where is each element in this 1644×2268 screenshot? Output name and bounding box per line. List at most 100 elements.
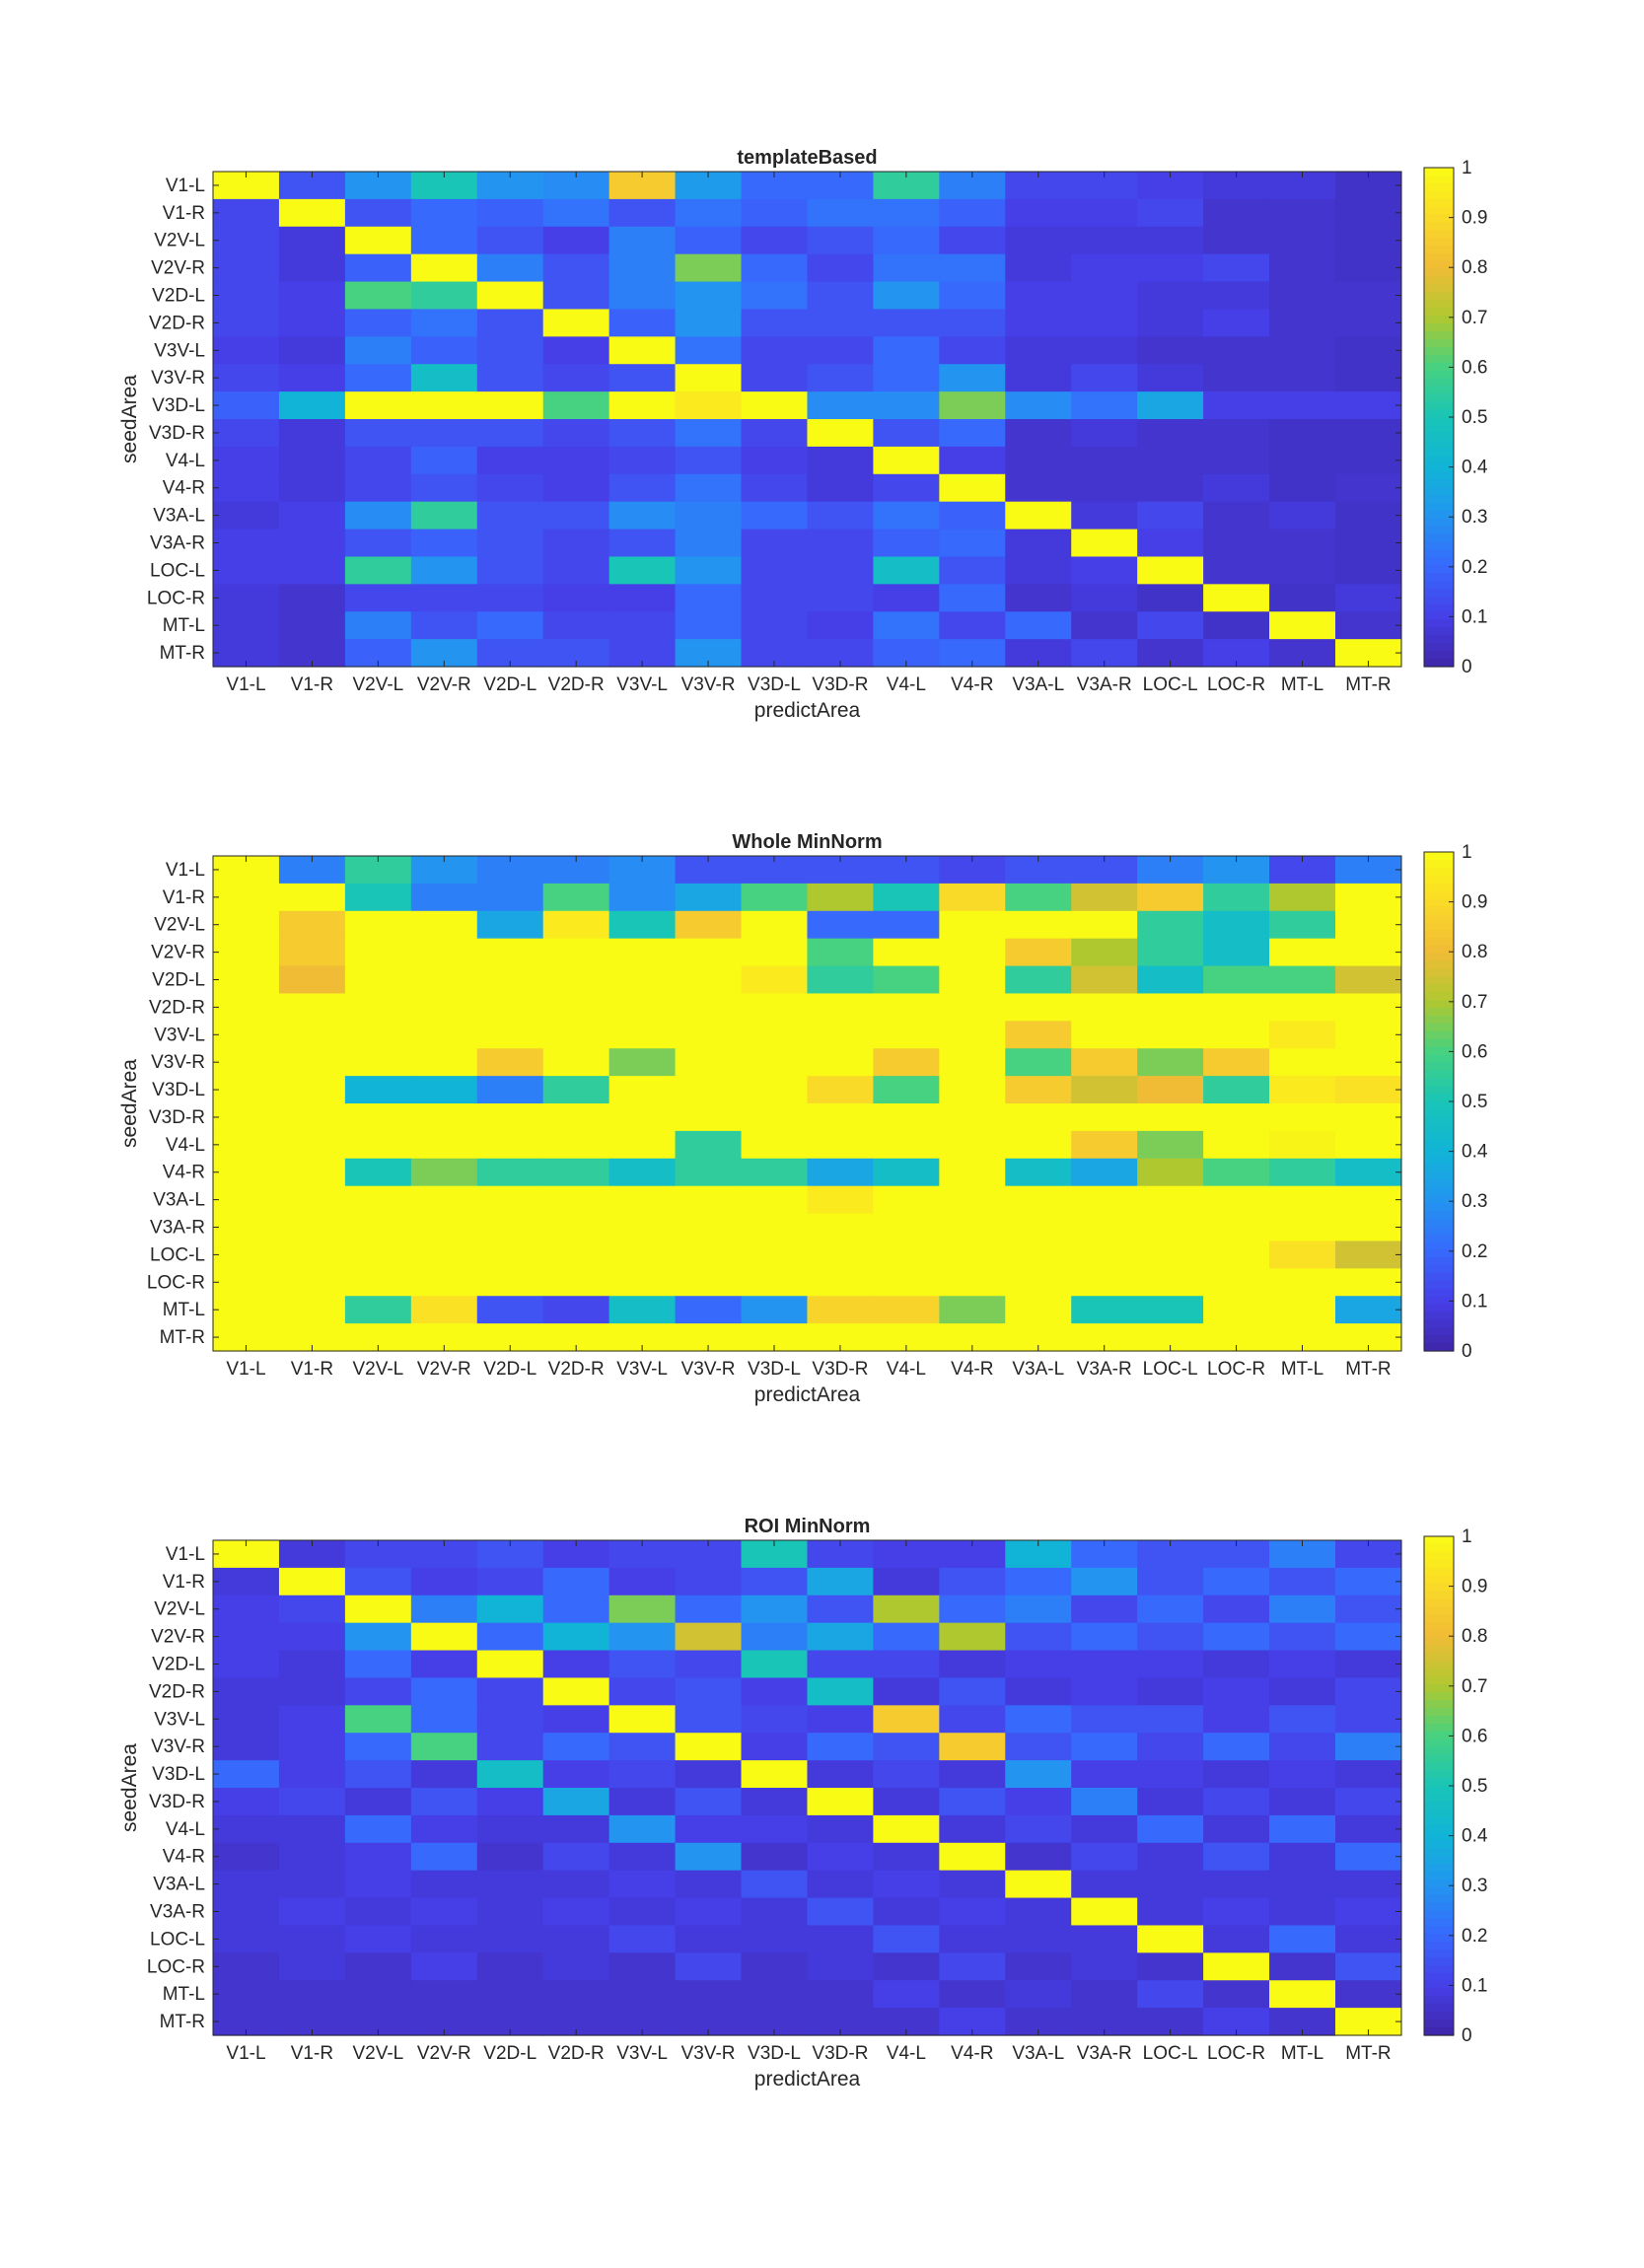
- heatmap-cell: [476, 1048, 544, 1077]
- heatmap-cell: [1005, 1021, 1072, 1049]
- x-tick-label: LOC-L: [1143, 674, 1198, 695]
- heatmap-cell: [542, 1185, 610, 1215]
- colorbar-segment: [1424, 502, 1454, 512]
- colorbar-segment: [1424, 1559, 1454, 1569]
- heatmap-cell: [278, 1103, 346, 1132]
- heatmap-cell: [542, 1622, 610, 1652]
- heatmap-cell: [873, 1076, 940, 1104]
- heatmap-cell: [675, 281, 743, 311]
- heatmap-cell: [1005, 1622, 1072, 1652]
- heatmap-cell: [608, 1103, 677, 1132]
- heatmap-cell: [873, 1103, 940, 1132]
- colorbar-tick-label: 0.3: [1462, 1876, 1487, 1896]
- heatmap-cell: [873, 364, 940, 392]
- heatmap-cell: [1269, 1595, 1336, 1624]
- heatmap-cell: [542, 446, 610, 475]
- heatmap-cell: [873, 253, 940, 283]
- heatmap-cell: [542, 1650, 610, 1679]
- heatmap-cell: [1137, 910, 1204, 940]
- heatmap-cell: [1137, 1240, 1204, 1269]
- x-tick-label: MT-L: [1281, 2043, 1323, 2064]
- colorbar-segment: [1424, 487, 1454, 496]
- heatmap-cell: [278, 1650, 346, 1679]
- heatmap-cell: [1269, 1677, 1336, 1706]
- heatmap-cell: [476, 501, 544, 531]
- heatmap-cell: [476, 1677, 544, 1706]
- heatmap-cell: [741, 1595, 809, 1624]
- heatmap-cell: [1071, 1677, 1138, 1706]
- heatmap-cell: [410, 1048, 478, 1077]
- heatmap-cell: [1203, 611, 1270, 640]
- heatmap-cell: [344, 419, 412, 448]
- heatmap-cell: [476, 1076, 544, 1104]
- heatmap-cell: [410, 883, 478, 912]
- colorbar-segment: [1424, 1676, 1454, 1685]
- colorbar-segment: [1424, 573, 1454, 582]
- heatmap-cell: [542, 1925, 610, 1953]
- colorbar-segment: [1424, 2027, 1454, 2036]
- heatmap-cell: [1203, 584, 1270, 612]
- heatmap-cell: [278, 1268, 346, 1297]
- heatmap-cell: [1334, 1677, 1402, 1706]
- heatmap-cell: [542, 501, 610, 531]
- heatmap-cell: [1203, 1980, 1270, 2009]
- heatmap-cell: [1137, 1158, 1204, 1187]
- colorbar-segment: [1424, 1645, 1454, 1655]
- colorbar-segment: [1424, 549, 1454, 558]
- heatmap-cell: [939, 1268, 1006, 1297]
- heatmap-cell: [542, 1842, 610, 1872]
- colorbar-segment: [1424, 643, 1454, 652]
- heatmap-cell: [278, 965, 346, 995]
- x-tick-label: V3V-L: [616, 1359, 668, 1380]
- heatmap-cell: [675, 1021, 743, 1049]
- heatmap-cell: [542, 1705, 610, 1734]
- x-tick-label: V3V-R: [681, 674, 736, 695]
- heatmap-cell: [1137, 1677, 1204, 1706]
- heatmap-cell: [1071, 1870, 1138, 1899]
- heatmap-cell: [675, 556, 743, 585]
- heatmap-cell: [1203, 1788, 1270, 1816]
- colorbar-segment: [1424, 1964, 1454, 1974]
- heatmap-cell: [344, 1760, 412, 1789]
- heatmap-cell: [344, 910, 412, 940]
- heatmap-cell: [741, 1733, 809, 1761]
- heatmap-cell: [873, 1677, 940, 1706]
- heatmap-cell: [1137, 1076, 1204, 1104]
- y-axis-label: seedArea: [118, 1743, 141, 1832]
- heatmap-cell: [344, 1980, 412, 2009]
- colorbar-segment: [1424, 1801, 1454, 1810]
- y-tick-label: MT-R: [160, 2012, 205, 2032]
- colorbar-segment: [1424, 440, 1454, 450]
- heatmap-cell: [873, 501, 940, 531]
- heatmap-cell: [939, 1814, 1006, 1844]
- heatmap-cell: [344, 1677, 412, 1706]
- heatmap-cell: [410, 419, 478, 448]
- heatmap-cell: [1005, 1130, 1072, 1160]
- heatmap-cell: [278, 1760, 346, 1789]
- colorbar-segment: [1424, 338, 1454, 348]
- colorbar-segment: [1424, 1241, 1454, 1250]
- heatmap-cell: [1334, 226, 1402, 255]
- heatmap-cell: [344, 1296, 412, 1324]
- heatmap-cell: [213, 336, 280, 365]
- heatmap-cell: [1071, 501, 1138, 531]
- y-tick-label: LOC-R: [147, 1272, 205, 1293]
- heatmap-cell: [1005, 1980, 1072, 2009]
- colorbar-segment: [1424, 1972, 1454, 1982]
- heatmap-cell: [1005, 1048, 1072, 1077]
- y-tick-label: V2D-R: [149, 997, 205, 1018]
- heatmap-cell: [344, 198, 412, 228]
- heatmap-cell: [278, 1842, 346, 1872]
- heatmap-cell: [741, 1650, 809, 1679]
- heatmap-cell: [278, 1048, 346, 1077]
- heatmap-cell: [344, 1952, 412, 1981]
- heatmap-cell: [542, 910, 610, 940]
- x-tick-label: V3V-L: [616, 2043, 668, 2064]
- colorbar-segment: [1424, 409, 1454, 418]
- heatmap-cell: [213, 1268, 280, 1297]
- heatmap-cell: [608, 584, 677, 612]
- heatmap-cell: [1269, 253, 1336, 283]
- colorbar-segment: [1424, 596, 1454, 605]
- y-tick-label: V3D-L: [152, 1080, 205, 1100]
- colorbar-segment: [1424, 1132, 1454, 1142]
